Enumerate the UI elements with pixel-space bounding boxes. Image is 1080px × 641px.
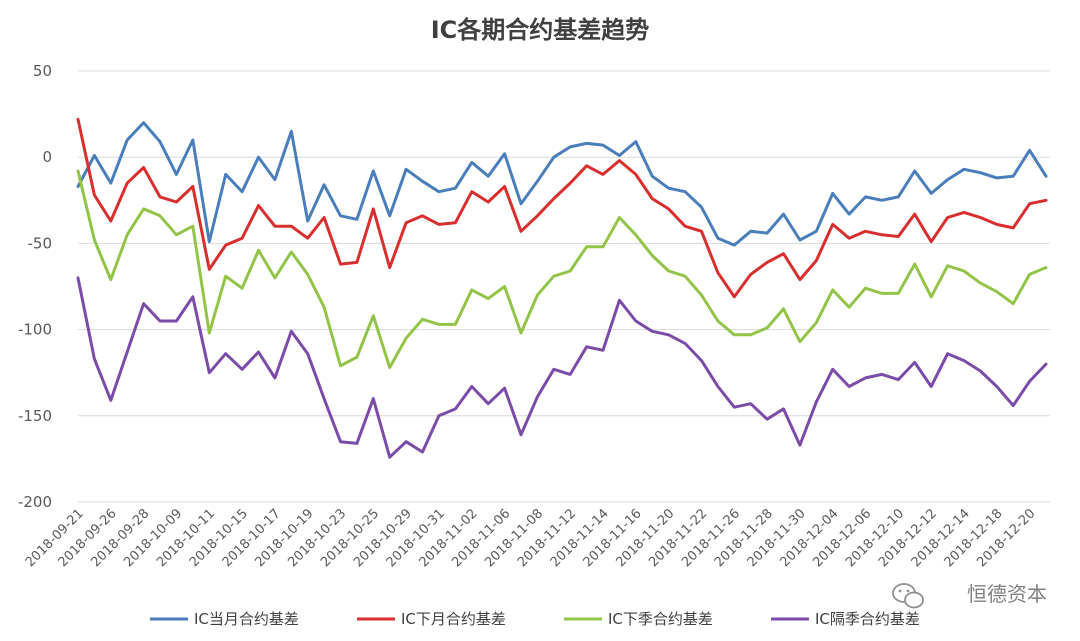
wechat-icon [892, 583, 924, 609]
series-line-1 [76, 121, 1048, 247]
y-axis: 50 0 -50 -100 -150 -200 [18, 62, 52, 511]
series-lines [76, 117, 1048, 459]
watermark-text: 恒德资本 [967, 582, 1047, 606]
watermark: 恒德资本 [892, 582, 1047, 609]
y-tick-label: -200 [18, 493, 52, 511]
chart-title: IC各期合约基差趋势 [431, 16, 650, 44]
y-tick-label: 0 [42, 148, 52, 166]
series-line-4 [76, 276, 1048, 459]
legend-label: IC当月合约基差 [194, 610, 299, 628]
y-tick-label: -150 [18, 407, 52, 425]
y-tick-label: -100 [18, 321, 52, 339]
y-tick-label: 50 [33, 62, 52, 80]
y-tick-label: -50 [28, 234, 53, 252]
gridlines [78, 70, 1050, 503]
legend: IC当月合约基差 IC下月合约基差 IC下季合约基差 IC隔季合约基差 [150, 610, 920, 628]
legend-label: IC下月合约基差 [401, 610, 506, 628]
series-line-2 [76, 117, 1048, 299]
series-line-3 [76, 169, 1048, 369]
legend-label: IC下季合约基差 [608, 610, 713, 628]
legend-label: IC隔季合约基差 [815, 610, 920, 628]
